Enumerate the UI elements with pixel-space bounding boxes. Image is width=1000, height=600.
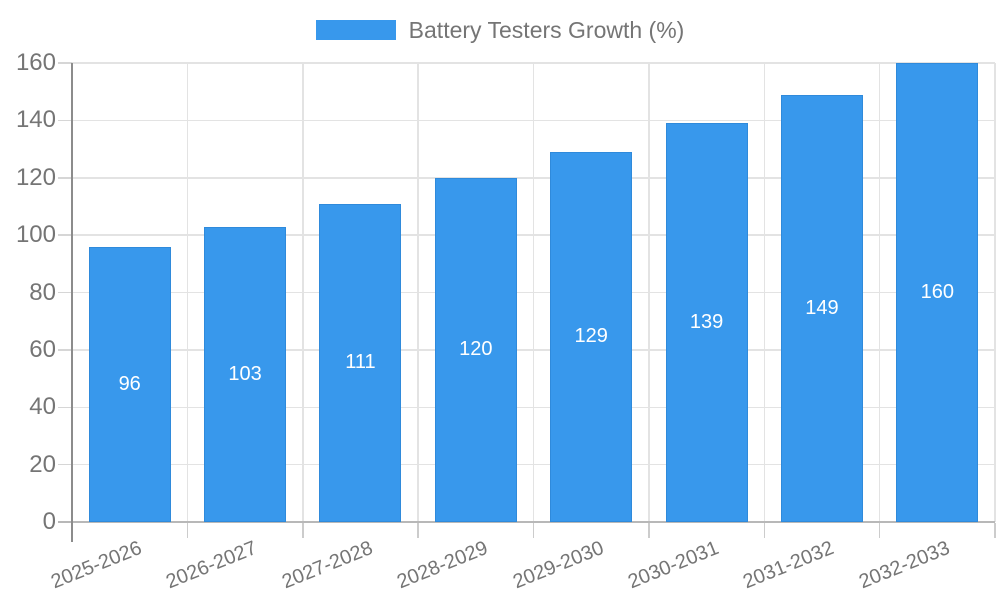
y-axis-tick-label: 100 (15, 221, 56, 249)
y-axis-tick-label: 60 (29, 335, 56, 363)
y-axis-tick-label: 40 (29, 393, 56, 421)
x-axis-category-label: 2031-2032 (740, 537, 838, 594)
x-axis-tick (417, 523, 419, 538)
x-gridline (648, 63, 650, 522)
x-gridline (417, 63, 419, 522)
bar-2026-2027[interactable]: 103 (204, 226, 287, 522)
bar-2027-2028[interactable]: 111 (319, 203, 402, 522)
legend[interactable]: Battery Testers Growth (%) (0, 14, 1000, 46)
bar-2031-2032[interactable]: 149 (780, 94, 863, 522)
y-axis-tick (58, 62, 72, 64)
x-gridline (302, 63, 304, 522)
x-axis-category-label: 2032-2033 (855, 537, 953, 594)
legend-label: Battery Testers Growth (%) (408, 16, 685, 43)
y-axis-tick (58, 463, 72, 466)
y-axis-tick-label: 20 (29, 450, 56, 478)
x-axis-tick (994, 523, 996, 538)
x-axis-tick (878, 523, 881, 538)
bar-value-label: 96 (118, 372, 141, 395)
bar-value-label: 111 (345, 351, 376, 374)
y-axis-tick (58, 177, 72, 179)
x-gridline (186, 63, 189, 522)
x-gridline (763, 63, 765, 522)
y-axis-line (71, 63, 73, 542)
bar-value-label: 103 (228, 362, 262, 385)
y-axis-tick-label: 80 (29, 278, 56, 306)
x-gridline (532, 63, 535, 522)
x-axis-tick (302, 523, 304, 538)
x-axis-tick (763, 523, 765, 538)
bar-2030-2031[interactable]: 139 (665, 123, 748, 522)
bar-2032-2033[interactable]: 160 (896, 63, 979, 522)
y-axis-tick (58, 119, 72, 122)
bar-value-label: 129 (574, 325, 608, 348)
x-axis-tick (648, 523, 650, 538)
x-axis-category-label: 2026-2027 (163, 537, 261, 594)
x-axis-category-label: 2027-2028 (278, 537, 376, 594)
y-axis-tick-label: 140 (15, 106, 56, 134)
x-axis-category-label: 2025-2026 (47, 537, 145, 594)
bar-value-label: 160 (920, 281, 954, 303)
y-axis-tick (58, 406, 72, 408)
bar-value-label: 120 (459, 338, 493, 361)
bar-2025-2026[interactable]: 96 (88, 246, 171, 522)
bar-value-label: 149 (805, 296, 839, 319)
y-axis-tick-label: 120 (15, 163, 56, 191)
bar-2029-2030[interactable]: 129 (550, 151, 633, 522)
x-gridline (878, 63, 881, 522)
x-axis-tick (186, 523, 189, 538)
bar-2028-2029[interactable]: 120 (434, 177, 517, 522)
legend-swatch (315, 20, 396, 40)
y-axis-tick-label: 0 (42, 508, 56, 535)
bar-value-label: 139 (689, 311, 724, 334)
x-axis-line (58, 521, 995, 523)
y-axis-tick (58, 234, 72, 236)
y-axis-tick (58, 349, 72, 351)
x-axis-category-label: 2028-2029 (394, 537, 492, 594)
x-axis-tick (532, 523, 535, 538)
x-gridline (994, 63, 996, 522)
y-axis-tick (58, 291, 72, 294)
y-axis-tick-label: 160 (15, 49, 56, 76)
x-axis-category-label: 2029-2030 (509, 537, 607, 594)
x-axis-category-label: 2030-2031 (624, 537, 722, 594)
